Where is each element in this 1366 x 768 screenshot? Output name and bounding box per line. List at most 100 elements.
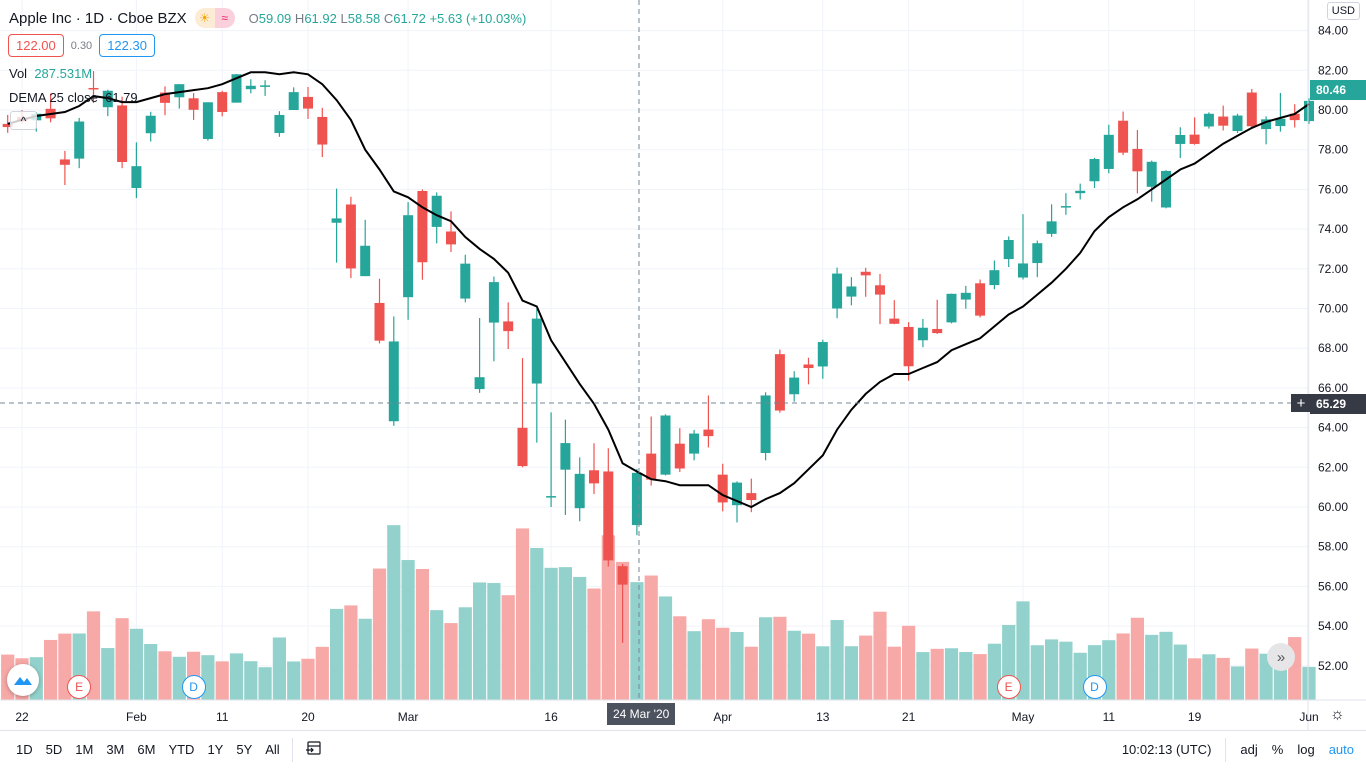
time-axis[interactable]: 22 Feb 11 20 Mar 16 Apr 13 21 May 11 19 Jun	[15, 710, 1318, 724]
change-value: +5.63 (+10.03%)	[429, 10, 527, 26]
volume-bar	[1202, 654, 1216, 700]
candle-body	[789, 377, 800, 395]
currency-button[interactable]: USD	[1326, 2, 1360, 20]
range-5y[interactable]: 5Y	[236, 742, 253, 757]
dema-legend[interactable]: DEMA 25 close 61.79	[9, 90, 138, 105]
open-value: 59.09	[258, 10, 292, 26]
candle-body	[88, 87, 99, 90]
candle-body	[903, 326, 914, 367]
adj-toggle[interactable]: adj	[1240, 742, 1258, 757]
x-tick-label: 11	[216, 710, 229, 724]
candle-body	[117, 105, 128, 163]
volume-bar	[916, 652, 930, 700]
volume-bar	[558, 567, 572, 700]
range-5d[interactable]: 5D	[45, 742, 63, 757]
scroll-to-realtime-button[interactable]: »	[1267, 643, 1295, 671]
candle-body	[59, 159, 70, 165]
earnings-marker[interactable]: E	[996, 675, 1021, 699]
volume-bar	[272, 637, 286, 700]
sell-button[interactable]: 122.00	[8, 34, 64, 57]
tradingview-logo[interactable]	[7, 664, 39, 696]
volume-bar	[330, 608, 344, 700]
candle-body	[1060, 206, 1071, 208]
volume-bar	[1059, 641, 1073, 700]
candle-body	[1146, 161, 1157, 187]
volume-bar	[315, 646, 329, 700]
price-axis[interactable]: 52.00 54.00 56.00 58.00 60.00 62.00 64.00 66.00…	[1318, 24, 1348, 673]
price-chart[interactable]: 52.00 54.00 56.00 58.00 60.00 62.00 64.00 66.00…	[0, 0, 1366, 730]
range-buttons: 1D 5D 1M 3M 6M YTD 1Y 5Y All	[16, 742, 280, 757]
volume-bar	[887, 646, 901, 700]
volume-legend[interactable]: Vol 287.531M	[9, 66, 92, 81]
wave-icon: ≈	[214, 8, 235, 28]
symbol-title[interactable]: Apple Inc · 1D · Cboe BZX	[9, 10, 187, 27]
candle-body	[417, 190, 428, 263]
market-status-badge[interactable]: ☀ ≈	[194, 8, 235, 28]
y-tick-label: 58.00	[1318, 540, 1348, 554]
volume-bar	[701, 619, 715, 700]
range-1y[interactable]: 1Y	[207, 742, 224, 757]
auto-toggle[interactable]: auto	[1328, 742, 1354, 757]
range-1d[interactable]: 1D	[16, 742, 33, 757]
interval: 1D	[84, 9, 105, 27]
candle-body	[1289, 113, 1300, 121]
volume-bar	[830, 620, 844, 700]
candle-body	[360, 245, 371, 277]
log-toggle[interactable]: log	[1297, 742, 1315, 757]
calendar-goto-icon[interactable]	[305, 739, 323, 760]
volume-bar	[372, 568, 387, 700]
volume-bar	[1188, 658, 1202, 700]
collapse-legend-button[interactable]: ^	[10, 111, 37, 130]
spread: 0.30	[70, 39, 93, 52]
dividend-marker[interactable]: D	[181, 675, 206, 699]
candle-body	[1132, 148, 1143, 172]
dividend-marker[interactable]: D	[1082, 675, 1107, 699]
volume-bar	[902, 625, 916, 700]
earnings-marker[interactable]: E	[67, 675, 92, 699]
y-tick-label: 74.00	[1318, 222, 1348, 236]
candle-body	[160, 92, 170, 103]
volume-bar	[473, 582, 487, 700]
candle-body	[1046, 221, 1057, 234]
candle-body	[774, 354, 785, 411]
time-axis-settings-icon[interactable]: ☼	[1330, 706, 1345, 723]
candle-body	[975, 283, 986, 316]
range-3m[interactable]: 3M	[106, 742, 125, 757]
range-ytd[interactable]: YTD	[168, 742, 195, 757]
buy-button[interactable]: 122.30	[99, 34, 155, 57]
volume-bar	[1130, 617, 1144, 700]
add-order-plus-button[interactable]: +	[1291, 394, 1311, 412]
candle-body	[202, 102, 213, 139]
range-1m[interactable]: 1M	[75, 742, 94, 757]
open-label: O	[248, 10, 259, 26]
volume-bar	[759, 617, 773, 700]
range-6m[interactable]: 6M	[137, 742, 156, 757]
last-price-label: 80.46	[1310, 80, 1366, 100]
volume-bar	[129, 628, 143, 700]
volume-bar	[801, 633, 816, 700]
candle-body	[646, 453, 657, 480]
volume-bar	[587, 588, 601, 700]
percent-toggle[interactable]: %	[1271, 742, 1284, 757]
candle-body	[2, 123, 13, 128]
candle-body	[875, 285, 885, 295]
volume-bar	[258, 667, 272, 700]
candle-body	[560, 443, 571, 470]
volume-bar	[387, 525, 401, 700]
y-tick-label: 80.00	[1318, 103, 1348, 117]
range-all[interactable]: All	[265, 742, 280, 757]
x-tick-label: 21	[902, 710, 916, 724]
clock[interactable]: 10:02:13 (UTC)	[1121, 742, 1212, 757]
candle-body	[303, 96, 313, 109]
divider	[291, 737, 293, 762]
x-tick-label: Apr	[713, 710, 732, 724]
candle-body	[388, 341, 399, 422]
candle-body	[503, 321, 514, 332]
volume-bar	[873, 611, 887, 700]
volume-bar	[573, 576, 587, 700]
symbol-name: Apple Inc	[9, 9, 72, 27]
candle-body	[1003, 240, 1014, 260]
dema-line	[7, 71, 1310, 509]
divider	[1225, 737, 1227, 762]
volume-bar	[1245, 648, 1259, 700]
